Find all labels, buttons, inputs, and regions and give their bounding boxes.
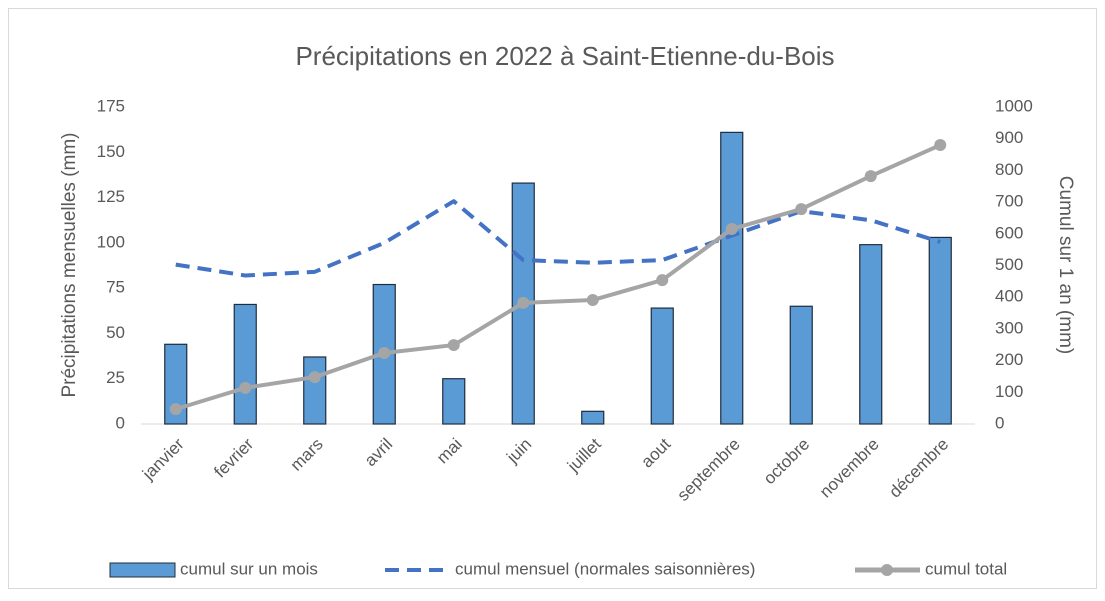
legend-label: cumul total [925,559,1007,578]
marker [308,371,321,384]
bar [442,378,466,425]
marker [169,403,182,416]
marker [864,170,877,183]
marker [447,339,460,352]
bar [164,343,188,425]
marker [934,139,947,152]
y2-tick-label: 900 [995,128,1023,147]
chart-border [8,8,1097,589]
marker [725,223,738,236]
legend-label: cumul sur un mois [180,559,318,578]
bar [928,236,952,425]
y-tick-label: 75 [106,278,125,297]
bar [233,303,257,425]
bar [581,410,605,425]
y2-tick-label: 700 [995,192,1023,211]
y2-tick-label: 800 [995,160,1023,179]
marker [239,381,252,394]
marker [586,294,599,307]
bar [303,356,327,425]
y-axis-title: Précipitations mensuelles (mm) [59,132,80,397]
legend-label: cumul mensuel (normales saisonnières) [455,559,755,578]
y-tick-label: 175 [97,96,125,115]
y2-tick-label: 600 [995,223,1023,242]
marker [378,346,391,359]
y-tick-label: 150 [97,142,125,161]
bar [859,244,883,425]
bar [650,307,674,425]
marker [795,203,808,216]
line [175,143,942,412]
y-tick-label: 125 [97,187,125,206]
bar [789,305,813,425]
y2-tick-label: 400 [995,287,1023,306]
y2-tick-label: 500 [995,255,1023,274]
y2-tick-label: 1000 [995,96,1033,115]
marker [517,296,530,309]
y2-tick-label: 300 [995,318,1023,337]
line [175,199,941,278]
y2-tick-label: 0 [995,413,1004,432]
y2-tick-label: 200 [995,350,1023,369]
y-tick-label: 50 [106,323,125,342]
y-tick-label: 0 [116,413,125,432]
bar [720,131,744,425]
legend-marker [881,564,893,576]
y2-axis-title: Cumul sur 1 an (mm) [1055,176,1076,354]
chart-title: Précipitations en 2022 à Saint-Etienne-d… [295,41,834,71]
marker [656,274,669,287]
legend-swatch [109,562,176,578]
y-tick-label: 25 [106,368,125,387]
y2-tick-label: 100 [995,382,1023,401]
y-tick-label: 100 [97,232,125,251]
